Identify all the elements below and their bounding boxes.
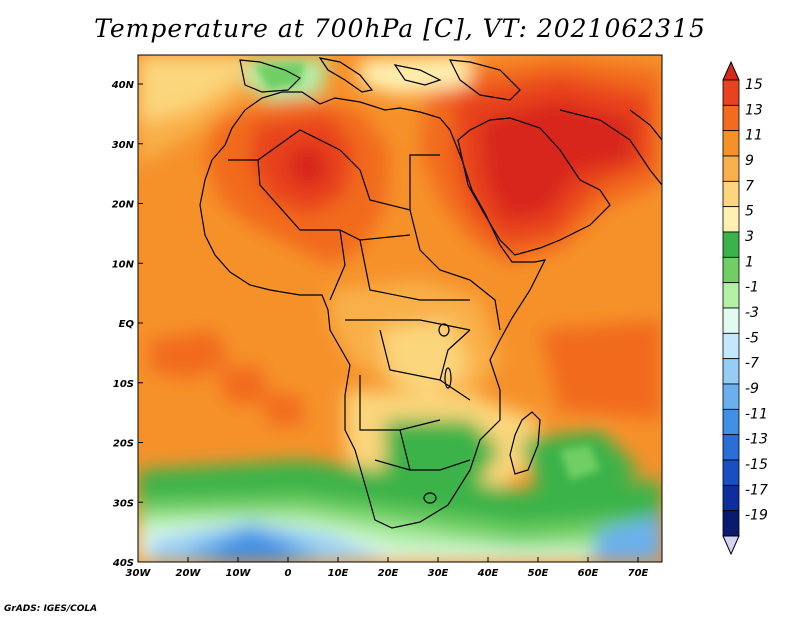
colorbar-label: -13	[745, 432, 768, 448]
y-tick-label: 20S	[113, 439, 134, 450]
y-tick-label: 20N	[112, 200, 135, 211]
colorbar-label: 13	[745, 102, 763, 118]
colorbar-label: 1	[745, 254, 754, 270]
y-tick-label: 30S	[113, 498, 134, 509]
y-tick-label: 40N	[111, 80, 135, 91]
colorbar-label: 11	[745, 128, 763, 144]
colorbar-label: 5	[745, 204, 754, 220]
colorbar-swatch	[722, 282, 740, 309]
colorbar-label: 3	[745, 229, 754, 245]
colorbar-swatch	[722, 130, 740, 157]
colorbar-swatch	[722, 332, 740, 360]
map-axes: 30W 20W 10W 0 10E 20E 30E 40E 50E 60E 70E 40N 30N 20N…	[111, 80, 649, 579]
colorbar-label: -9	[745, 381, 759, 397]
colorbar-label: 7	[745, 178, 754, 194]
grads-credit: GrADS: IGES/COLA	[4, 604, 98, 614]
colorbar-label: -11	[745, 406, 768, 422]
x-tick-label: 70E	[628, 568, 649, 579]
y-tick-label: 40S	[112, 558, 134, 569]
y-tick-label: 10N	[112, 259, 135, 270]
colorbar-label: 9	[745, 153, 754, 169]
colorbar-swatch	[722, 104, 740, 132]
colorbar-label: -19	[745, 508, 768, 524]
colorbar-swatch	[722, 434, 740, 461]
colorbar-label: -15	[745, 457, 768, 473]
colorbar-swatch	[722, 155, 740, 182]
x-tick-label: 20E	[378, 568, 399, 579]
x-tick-label: 10E	[328, 568, 349, 579]
y-tick-label: EQ	[119, 319, 135, 330]
colorbar-swatch	[722, 231, 740, 258]
colorbar-label: -5	[745, 330, 759, 346]
x-tick-label: 0	[285, 568, 292, 579]
colorbar-label: -1	[745, 280, 759, 296]
colorbar-label: -17	[745, 482, 768, 498]
colorbar-swatch	[722, 79, 740, 106]
colorbar-swatch	[722, 459, 740, 486]
colorbar-top-arrow	[722, 60, 740, 81]
plot-frame	[137, 54, 663, 563]
x-tick-label: 60E	[578, 568, 599, 579]
x-tick-label: 40E	[477, 568, 499, 579]
temperature-field	[138, 55, 662, 562]
colorbar-bottom-arrow	[722, 535, 740, 556]
y-tick-label: 30N	[112, 140, 135, 151]
colorbar-label: -7	[745, 356, 759, 372]
map-title: Temperature at 700hPa [C], VT: 202106231…	[94, 14, 706, 43]
x-tick-label: 20W	[176, 568, 202, 579]
x-tick-label: 30W	[126, 568, 152, 579]
colorbar-swatch	[722, 484, 740, 512]
colorbar-swatch	[722, 307, 740, 334]
colorbar-swatch	[722, 383, 740, 410]
colorbar-label: -3	[745, 305, 759, 321]
x-tick-label: 50E	[528, 568, 549, 579]
y-tick-label: 10S	[113, 379, 134, 390]
coastlines	[199, 57, 662, 529]
colorbar-swatch	[722, 510, 740, 537]
colorbar-swatch	[722, 358, 740, 385]
x-tick-label: 30E	[428, 568, 449, 579]
colorbar-label: 15	[745, 77, 763, 93]
colorbar-swatch	[722, 408, 740, 436]
colorbar-swatch	[722, 206, 740, 233]
colorbar-swatch	[722, 256, 740, 284]
colorbar-swatch	[722, 180, 740, 208]
colorbar: 15 13 11 9 7 5 3 1 -1 -3 -5 -7 -9 -11 -13 -15 -17 -19	[722, 60, 768, 556]
x-tick-label: 10W	[226, 568, 252, 579]
